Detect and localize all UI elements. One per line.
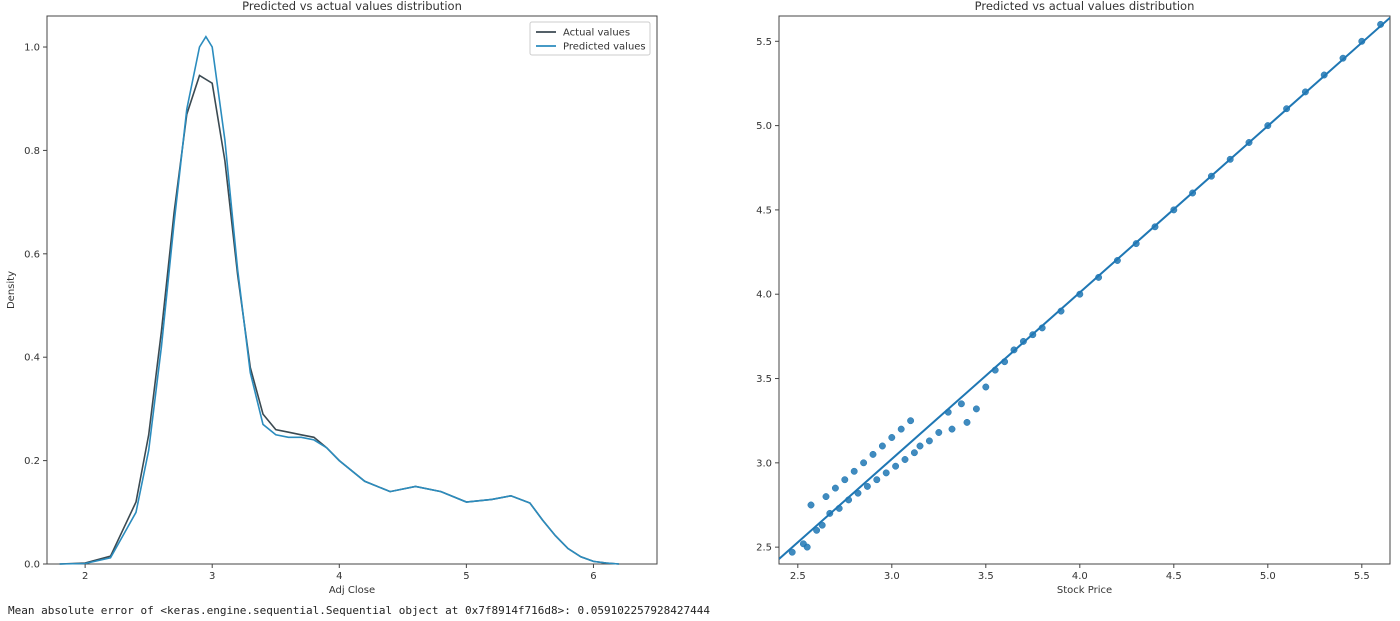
y-tick-label: 4.5 bbox=[756, 205, 772, 216]
y-tick-label: 3.0 bbox=[756, 458, 772, 469]
x-tick-label: 2.5 bbox=[790, 571, 806, 582]
chart-title: Predicted vs actual values distribution bbox=[975, 0, 1195, 13]
x-tick-label: 4.5 bbox=[1166, 571, 1182, 582]
scatter-point bbox=[892, 462, 900, 470]
legend-entry: Predicted values bbox=[563, 42, 646, 53]
y-tick-label: 5.0 bbox=[756, 121, 772, 132]
y-tick-label: 0.2 bbox=[24, 456, 40, 467]
y-tick-label: 5.5 bbox=[756, 37, 772, 48]
scatter-point bbox=[963, 418, 971, 426]
y-tick-label: 2.5 bbox=[756, 543, 772, 554]
scatter-point bbox=[982, 383, 990, 391]
plot-frame bbox=[46, 15, 658, 565]
x-tick-label: 5 bbox=[463, 571, 469, 582]
scatter-point bbox=[807, 501, 815, 509]
y-tick-label: 0.8 bbox=[24, 146, 40, 157]
scatter-chart: 2.5 3.0 3.5 4.0 4.5 5.0 5.5 2.5 3.0 3.5 4.0 4.5 5.0 5… bbox=[756, 0, 1391, 596]
scatter-point bbox=[972, 405, 980, 413]
series-line-actual bbox=[59, 74, 619, 565]
y-tick-label: 0.4 bbox=[24, 353, 40, 364]
scatter-point bbox=[897, 425, 905, 433]
scatter-point bbox=[863, 482, 871, 490]
x-tick-label: 6 bbox=[590, 571, 596, 582]
scatter-point bbox=[925, 437, 933, 445]
scatter-point bbox=[888, 434, 896, 441]
y-axis-label: Density bbox=[6, 271, 17, 309]
scatter-point bbox=[910, 449, 918, 457]
scatter-point bbox=[831, 484, 839, 492]
scatter-point bbox=[788, 548, 796, 556]
chart-title: Predicted vs actual values distribution bbox=[242, 0, 462, 13]
y-tick-label: 1.0 bbox=[24, 43, 40, 54]
scatter-point bbox=[948, 425, 956, 433]
x-tick-label: 2 bbox=[82, 571, 88, 582]
y-tick-label: 0.0 bbox=[24, 560, 40, 571]
scatter-points bbox=[779, 16, 1390, 560]
scatter-point bbox=[850, 467, 858, 475]
legend-entry: Actual values bbox=[563, 28, 630, 39]
scatter-point bbox=[878, 442, 886, 450]
y-tick-label: 3.5 bbox=[756, 374, 772, 385]
scatter-point bbox=[907, 417, 915, 425]
plot-frame bbox=[778, 15, 1391, 565]
x-tick-label: 4 bbox=[336, 571, 342, 582]
x-tick-label: 3 bbox=[209, 571, 215, 582]
x-tick-label: 5.5 bbox=[1354, 571, 1370, 582]
scatter-point bbox=[803, 543, 811, 551]
scatter-point bbox=[901, 456, 909, 463]
y-tick-label: 4.0 bbox=[756, 290, 772, 301]
scatter-point bbox=[841, 476, 849, 484]
scatter-point bbox=[882, 469, 890, 477]
x-tick-label: 5.0 bbox=[1260, 571, 1276, 582]
scatter-point bbox=[957, 400, 965, 408]
x-axis-label: Adj Close bbox=[329, 585, 375, 596]
x-tick-label: 4.0 bbox=[1072, 571, 1088, 582]
legend: Actual values Predicted values bbox=[529, 21, 651, 56]
x-tick-label: 3.0 bbox=[884, 571, 900, 582]
density-chart: 2 3 4 5 6 0.0 0.2 0.4 0.6 0.8 1.0 Predicted vs actu… bbox=[6, 0, 658, 596]
console-output: Mean absolute error of <keras.engine.seq… bbox=[8, 604, 710, 617]
charts-canvas: 2 3 4 5 6 0.0 0.2 0.4 0.6 0.8 1.0 Predicted vs actu… bbox=[6, 0, 1391, 596]
scatter-point bbox=[869, 450, 877, 458]
scatter-point bbox=[860, 459, 868, 467]
regression-line bbox=[779, 16, 1390, 560]
x-tick-label: 3.5 bbox=[978, 571, 994, 582]
scatter-point bbox=[822, 493, 830, 501]
scatter-point bbox=[935, 429, 943, 436]
scatter-point bbox=[813, 526, 821, 534]
legend-box bbox=[529, 21, 651, 56]
scatter-point bbox=[873, 476, 881, 484]
series-line-predicted bbox=[59, 35, 619, 565]
y-tick-label: 0.6 bbox=[24, 249, 40, 260]
scatter-point bbox=[916, 442, 924, 450]
x-axis-label: Stock Price bbox=[1057, 585, 1112, 596]
